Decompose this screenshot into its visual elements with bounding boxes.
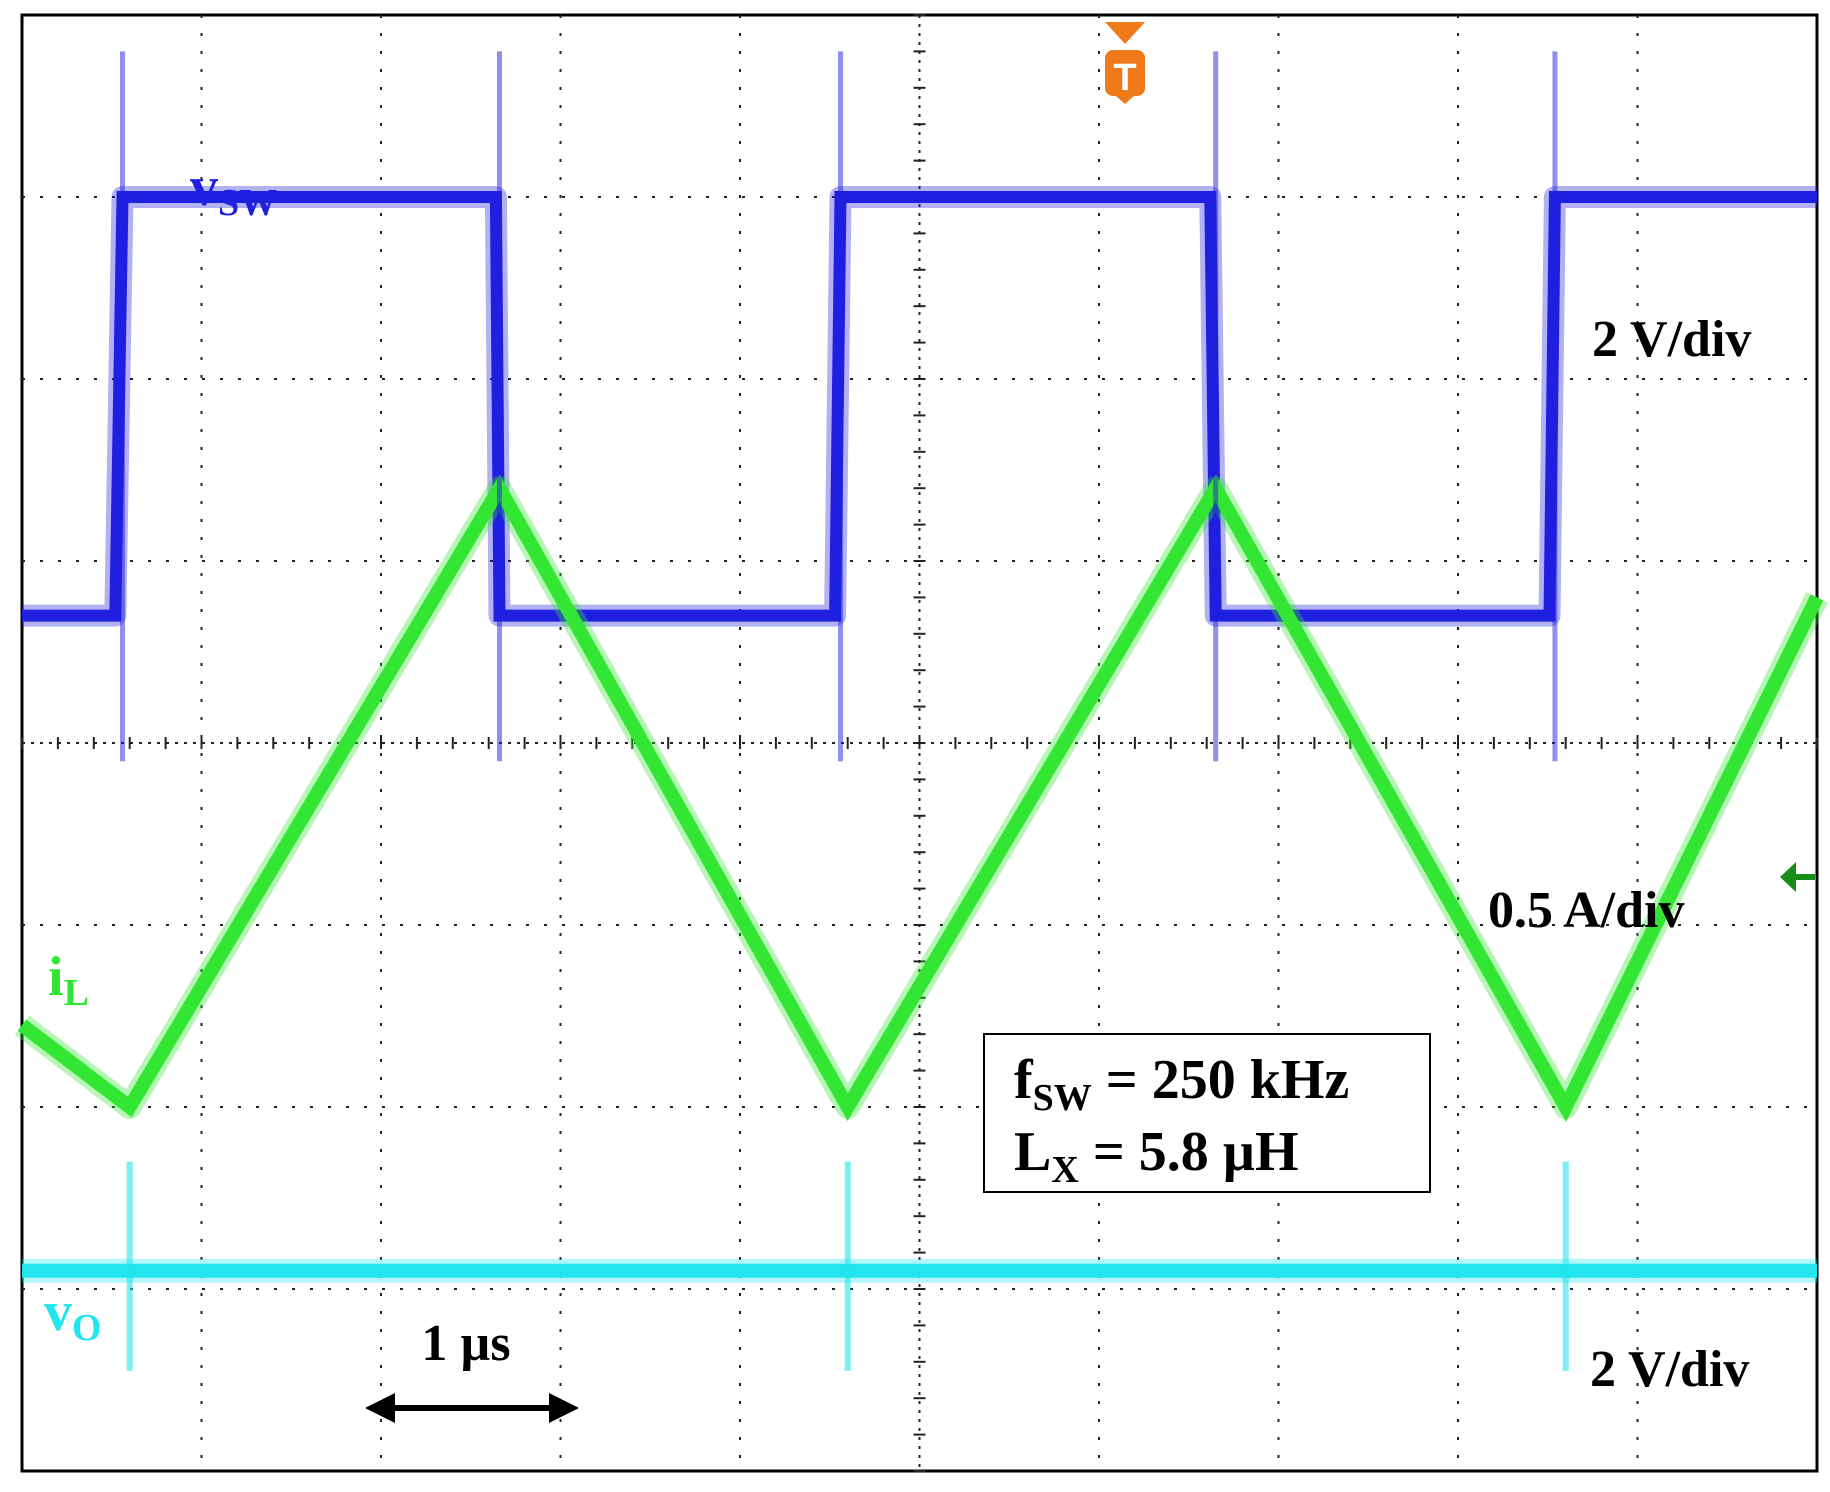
vo-scale-label: 2 V/div bbox=[1590, 1341, 1749, 1398]
il-scale-label: 0.5 A/div bbox=[1488, 882, 1685, 939]
vo-trace-label: vO bbox=[44, 1281, 102, 1349]
trace-layer bbox=[14, 51, 1828, 1371]
time-scale-label: 1 µs bbox=[421, 1315, 510, 1372]
il-trace-label: iL bbox=[48, 946, 89, 1014]
graticule bbox=[21, 14, 1818, 1472]
trigger-marker-label: T bbox=[1113, 57, 1136, 99]
inductance-text: LX = 5.8 µH bbox=[1014, 1121, 1299, 1191]
switching-frequency-text: fSW = 250 kHz bbox=[1014, 1049, 1349, 1119]
trigger-marker: T bbox=[1105, 22, 1145, 104]
vsw-trace-label: vSW bbox=[190, 156, 277, 224]
il-reference-marker bbox=[1780, 862, 1815, 892]
vsw-scale-label: 2 V/div bbox=[1592, 311, 1751, 368]
trace-iL bbox=[17, 474, 1824, 1122]
parameter-box: fSW = 250 kHz LX = 5.8 µH bbox=[983, 1033, 1431, 1193]
time-scale-indicator: 1 µs bbox=[365, 1315, 579, 1423]
